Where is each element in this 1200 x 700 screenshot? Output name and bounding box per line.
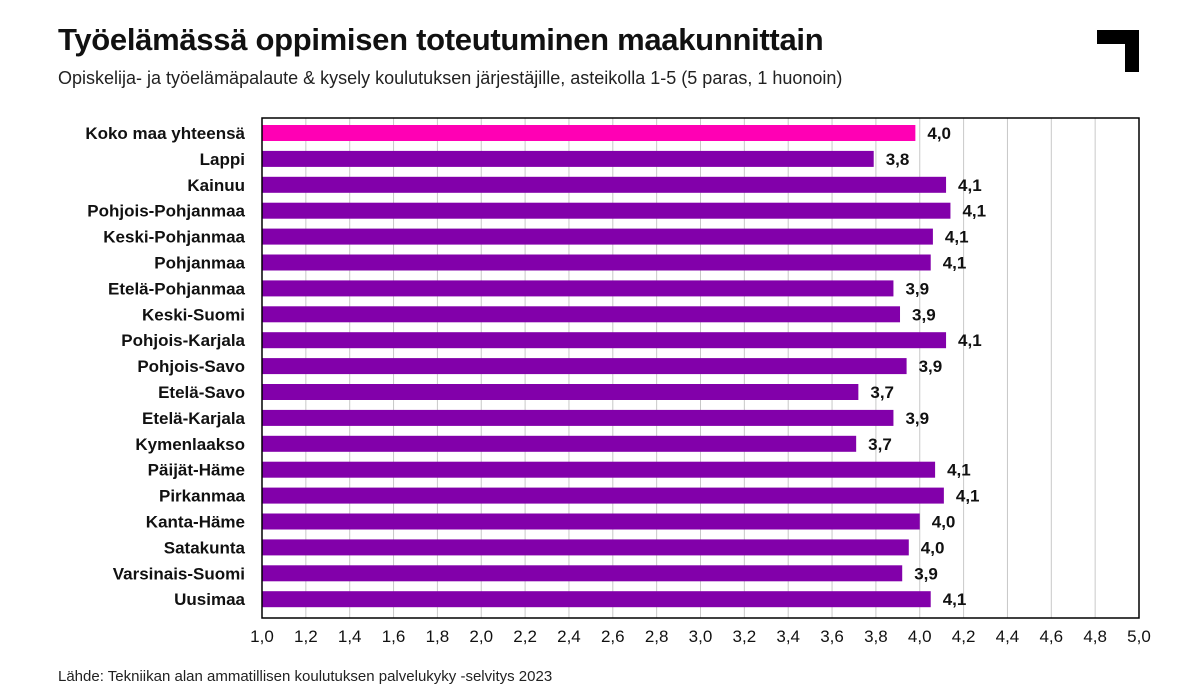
- x-tick-label: 1,8: [426, 627, 450, 646]
- bar: [262, 435, 857, 452]
- x-tick-label: 2,8: [645, 627, 669, 646]
- bar: [262, 513, 920, 530]
- value-label: 4,1: [958, 331, 982, 350]
- category-label: Etelä-Karjala: [142, 409, 246, 428]
- category-label: Pohjois-Savo: [137, 357, 245, 376]
- x-tick-label: 4,0: [908, 627, 932, 646]
- chart-subtitle: Opiskelija- ja työelämäpalaute & kysely …: [58, 68, 843, 88]
- value-label: 4,1: [958, 176, 982, 195]
- value-label: 3,9: [914, 564, 938, 583]
- bar: [262, 280, 894, 297]
- bar: [262, 254, 931, 271]
- value-label: 3,9: [919, 357, 943, 376]
- value-label: 4,1: [962, 202, 986, 221]
- bar: [262, 461, 936, 478]
- category-label: Pirkanmaa: [159, 487, 246, 506]
- plot-frame: [261, 117, 1140, 619]
- x-tick-label: 5,0: [1127, 627, 1151, 646]
- value-label: 3,9: [905, 409, 929, 428]
- category-label: Pohjois-Karjala: [121, 331, 245, 350]
- value-label: 3,9: [905, 279, 929, 298]
- bar: [262, 176, 947, 193]
- x-tick-label: 4,4: [996, 627, 1020, 646]
- value-label: 4,1: [943, 254, 967, 273]
- x-tick-label: 3,4: [776, 627, 800, 646]
- bar: [262, 487, 944, 504]
- bar: [262, 228, 933, 245]
- x-tick-label: 3,6: [820, 627, 844, 646]
- value-label: 4,1: [945, 228, 969, 247]
- category-label: Lappi: [200, 150, 245, 169]
- x-tick-label: 2,2: [513, 627, 537, 646]
- bar: [262, 202, 951, 219]
- category-label: Uusimaa: [174, 590, 245, 609]
- bar: [262, 539, 909, 556]
- category-label: Etelä-Pohjanmaa: [108, 279, 246, 298]
- category-label: Etelä-Savo: [158, 383, 245, 402]
- x-tick-label: 1,4: [338, 627, 362, 646]
- x-tick-label: 3,2: [733, 627, 757, 646]
- bar: [262, 591, 931, 608]
- category-label: Varsinais-Suomi: [113, 564, 245, 583]
- x-tick-label: 3,8: [864, 627, 888, 646]
- category-labels: Koko maa yhteensä Lappi Kainuu Pohjois-Pohj…: [85, 124, 245, 609]
- category-label: Pohjanmaa: [154, 254, 245, 273]
- category-label: Pohjois-Pohjanmaa: [87, 202, 245, 221]
- value-label: 4,0: [927, 124, 951, 143]
- x-tick-label: 2,6: [601, 627, 625, 646]
- category-label: Keski-Suomi: [142, 305, 245, 324]
- category-label: Päijät-Häme: [148, 461, 245, 480]
- x-tick-label: 2,4: [557, 627, 581, 646]
- bar: [262, 332, 947, 349]
- category-label: Kainuu: [187, 176, 245, 195]
- value-label: 4,1: [947, 461, 971, 480]
- category-label: Kanta-Häme: [146, 513, 245, 532]
- x-tick-label: 4,6: [1039, 627, 1063, 646]
- x-tick-label: 1,6: [382, 627, 406, 646]
- bar: [262, 384, 859, 400]
- corner-bracket-logo-icon: [1097, 30, 1139, 72]
- bar: [262, 358, 907, 375]
- bar-series: [262, 125, 951, 608]
- chart-title: Työelämässä oppimisen toteutuminen maaku…: [58, 22, 824, 57]
- x-tick-label: 2,0: [469, 627, 493, 646]
- category-label: Kymenlaakso: [135, 435, 245, 454]
- x-tick-label: 3,0: [689, 627, 713, 646]
- x-tick-label: 1,0: [250, 627, 274, 646]
- bar: [262, 125, 916, 141]
- bar: [262, 306, 901, 323]
- value-label: 3,9: [912, 305, 936, 324]
- value-labels: 4,0 3,8 4,1 4,1 4,1 4,1 3,9 3,9 4,1 3,9 3,7 3,9 3,7 4…: [868, 124, 986, 609]
- category-label: Keski-Pohjanmaa: [103, 228, 245, 247]
- bar: [262, 409, 894, 426]
- value-label: 3,8: [886, 150, 910, 169]
- value-label: 4,1: [943, 590, 967, 609]
- x-tick-label: 1,2: [294, 627, 318, 646]
- bar: [262, 150, 874, 167]
- value-label: 3,7: [868, 435, 892, 454]
- value-label: 4,1: [956, 487, 980, 506]
- x-tick-labels: 1,0 1,2 1,4 1,6 1,8 2,0 2,2 2,4 2,6 2,8 3,0 3,2 3,4 3…: [250, 627, 1151, 646]
- value-label: 4,0: [921, 538, 945, 557]
- source-note: Lähde: Tekniikan alan ammatillisen koulu…: [58, 668, 553, 685]
- x-tick-label: 4,8: [1083, 627, 1107, 646]
- bar: [262, 565, 903, 582]
- category-label: Koko maa yhteensä: [85, 124, 245, 143]
- value-label: 3,7: [870, 383, 894, 402]
- value-label: 4,0: [932, 513, 956, 532]
- x-tick-label: 4,2: [952, 627, 976, 646]
- category-label: Satakunta: [164, 538, 246, 557]
